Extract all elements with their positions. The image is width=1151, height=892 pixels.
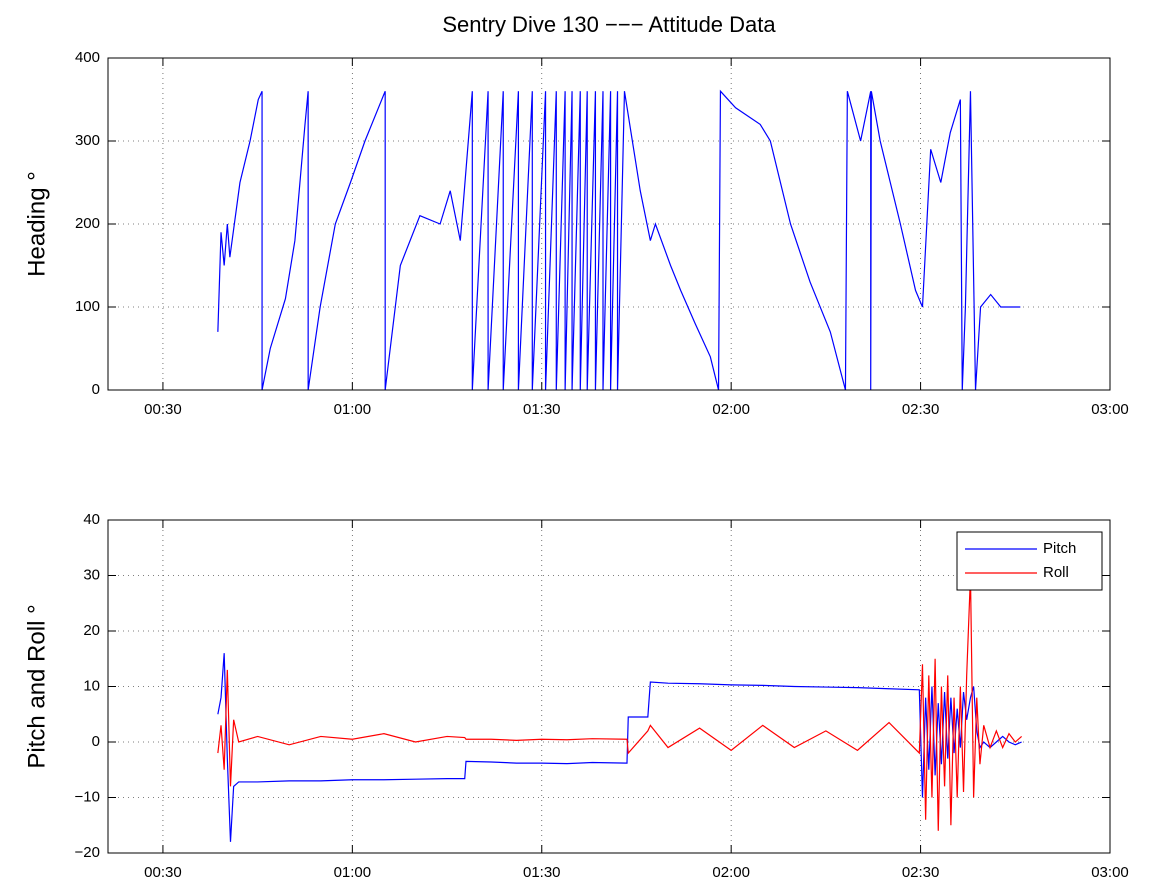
y-tick-label: 300 <box>75 132 100 149</box>
y-tick-label: 100 <box>75 298 100 315</box>
y-tick-label: 0 <box>92 381 100 398</box>
y-tick-label: 200 <box>75 215 100 232</box>
axes-frame <box>107 57 1111 391</box>
x-tick-label: 03:00 <box>1091 401 1129 418</box>
legend-label: Roll <box>1043 564 1069 581</box>
data-line <box>217 575 1023 831</box>
axes-frame <box>107 519 1111 854</box>
y-tick-label: 10 <box>83 677 100 694</box>
data-line <box>217 653 1022 842</box>
legend-label: Pitch <box>1043 540 1076 557</box>
x-tick-label: 01:00 <box>334 401 372 418</box>
y-tick-label: 0 <box>92 733 100 750</box>
y-tick-label: 400 <box>75 49 100 66</box>
legend-box <box>956 531 1103 591</box>
y-tick-label: −20 <box>75 844 100 861</box>
x-tick-label: 02:30 <box>902 401 940 418</box>
y-axis-label: Heading ° <box>23 171 50 277</box>
x-tick-label: 02:30 <box>902 864 940 881</box>
x-tick-label: 01:30 <box>523 401 561 418</box>
y-tick-label: −10 <box>75 788 100 805</box>
y-tick-label: 40 <box>83 511 100 528</box>
chart-title: Sentry Dive 130 −−− Attitude Data <box>442 12 776 37</box>
x-tick-label: 01:00 <box>334 864 372 881</box>
y-tick-label: 20 <box>83 622 100 639</box>
y-tick-label: 30 <box>83 566 100 583</box>
x-tick-label: 00:30 <box>144 864 182 881</box>
x-tick-label: 00:30 <box>144 401 182 418</box>
x-tick-label: 03:00 <box>1091 864 1129 881</box>
data-line <box>217 89 1021 391</box>
x-tick-label: 02:00 <box>712 401 750 418</box>
x-tick-label: 01:30 <box>523 864 561 881</box>
x-tick-label: 02:00 <box>712 864 750 881</box>
y-axis-label: Pitch and Roll ° <box>23 604 50 768</box>
